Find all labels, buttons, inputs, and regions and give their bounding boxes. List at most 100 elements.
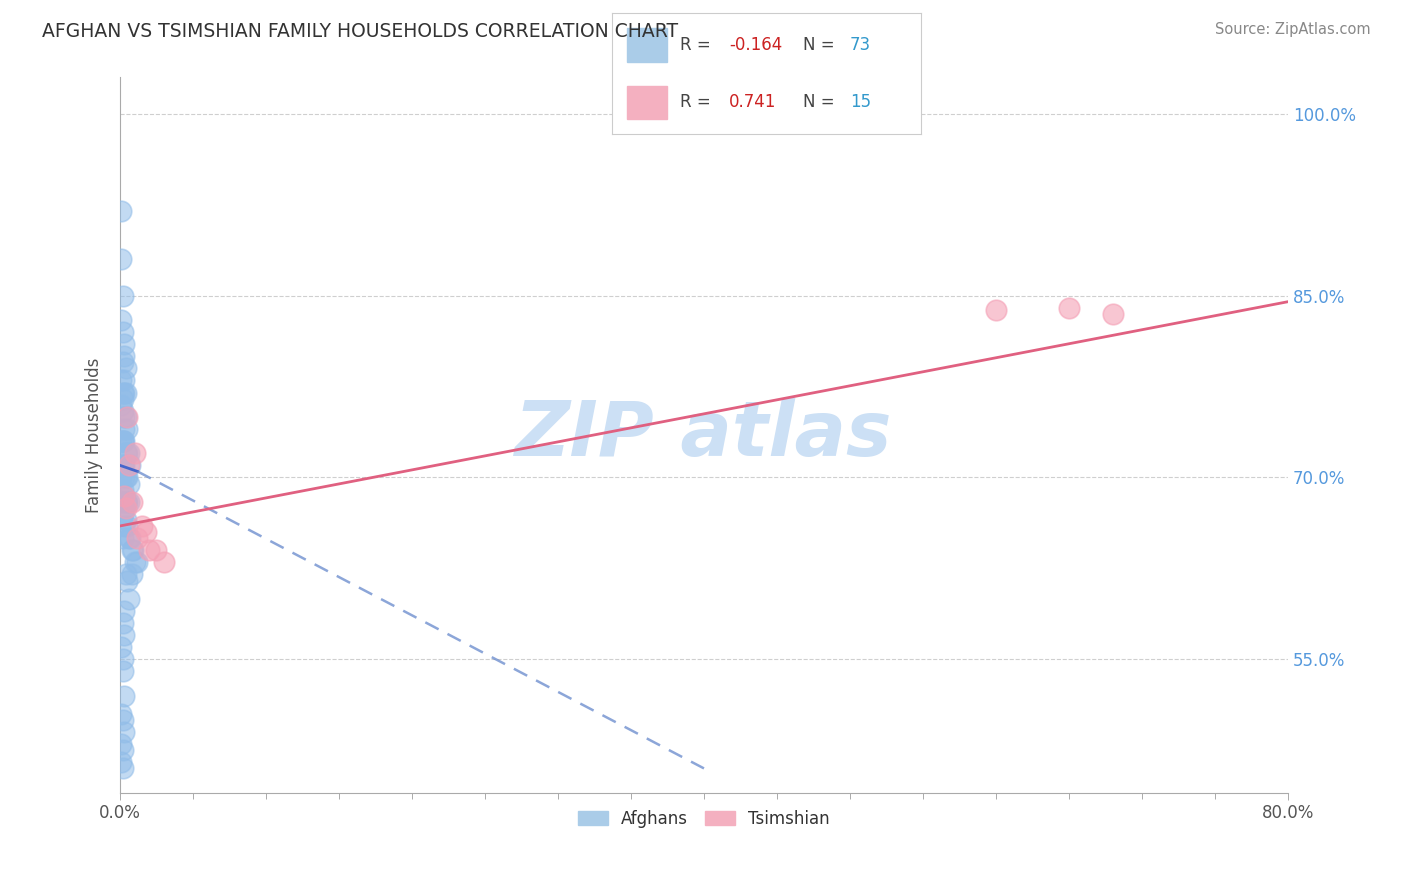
Point — [111, 615, 134, 630]
Point — [111, 355, 134, 369]
Point — [117, 574, 139, 588]
Point — [118, 446, 141, 460]
Text: N =: N = — [803, 36, 841, 54]
Point — [111, 404, 134, 418]
Point — [112, 500, 135, 515]
FancyBboxPatch shape — [627, 86, 668, 120]
Point — [152, 555, 174, 569]
Point — [110, 374, 132, 388]
Point — [110, 706, 132, 721]
Point — [112, 434, 135, 449]
Legend: Afghans, Tsimshian: Afghans, Tsimshian — [571, 803, 837, 834]
Text: Source: ZipAtlas.com: Source: ZipAtlas.com — [1215, 22, 1371, 37]
Point — [124, 446, 146, 460]
Point — [117, 409, 139, 424]
Point — [110, 313, 132, 327]
Point — [114, 513, 136, 527]
Point — [111, 665, 134, 679]
Point — [112, 519, 135, 533]
Point — [112, 385, 135, 400]
Point — [1101, 307, 1123, 321]
Point — [110, 756, 132, 770]
Point — [112, 349, 135, 363]
Point — [120, 531, 142, 545]
Text: ZIP atlas: ZIP atlas — [515, 398, 893, 472]
Point — [114, 446, 136, 460]
Point — [120, 458, 142, 473]
Point — [112, 470, 135, 484]
Point — [117, 519, 139, 533]
Point — [110, 470, 132, 484]
Text: AFGHAN VS TSIMSHIAN FAMILY HOUSEHOLDS CORRELATION CHART: AFGHAN VS TSIMSHIAN FAMILY HOUSEHOLDS CO… — [42, 22, 678, 41]
Point — [110, 640, 132, 655]
Point — [112, 604, 135, 618]
Point — [121, 494, 143, 508]
Point — [114, 409, 136, 424]
Point — [111, 713, 134, 727]
Point — [117, 470, 139, 484]
Point — [118, 458, 141, 473]
Text: -0.164: -0.164 — [730, 36, 782, 54]
Point — [112, 489, 135, 503]
Point — [110, 434, 132, 449]
Point — [121, 543, 143, 558]
Point — [1057, 301, 1080, 315]
Text: 73: 73 — [849, 36, 870, 54]
Point — [984, 303, 1007, 318]
Point — [114, 361, 136, 376]
Point — [127, 531, 149, 545]
Point — [117, 446, 139, 460]
Point — [111, 434, 134, 449]
Point — [112, 458, 135, 473]
Point — [110, 494, 132, 508]
Point — [111, 385, 134, 400]
Point — [114, 385, 136, 400]
Point — [138, 543, 160, 558]
Point — [110, 203, 132, 218]
Point — [111, 458, 134, 473]
Point — [112, 337, 135, 351]
Point — [135, 524, 157, 539]
Point — [122, 543, 145, 558]
Point — [111, 531, 134, 545]
Point — [118, 531, 141, 545]
Point — [111, 494, 134, 508]
Point — [112, 628, 135, 642]
Point — [112, 489, 135, 503]
Point — [112, 409, 135, 424]
Point — [118, 591, 141, 606]
Point — [111, 483, 134, 497]
Point — [111, 288, 134, 302]
Text: R =: R = — [679, 36, 716, 54]
Point — [111, 743, 134, 757]
Point — [112, 689, 135, 703]
Point — [117, 422, 139, 436]
Text: 0.741: 0.741 — [730, 94, 776, 112]
Text: N =: N = — [803, 94, 841, 112]
Point — [112, 725, 135, 739]
FancyBboxPatch shape — [627, 28, 668, 62]
Text: R =: R = — [679, 94, 716, 112]
Point — [114, 470, 136, 484]
Point — [110, 737, 132, 751]
Text: 15: 15 — [849, 94, 870, 112]
Point — [118, 476, 141, 491]
Point — [114, 494, 136, 508]
Point — [111, 434, 134, 449]
Point — [145, 543, 167, 558]
Point — [118, 494, 141, 508]
Point — [121, 567, 143, 582]
Point — [111, 761, 134, 775]
Point — [111, 392, 134, 406]
Point — [124, 555, 146, 569]
Y-axis label: Family Households: Family Households — [86, 358, 103, 513]
Point — [111, 507, 134, 521]
Point — [114, 500, 136, 515]
Point — [110, 252, 132, 267]
Point — [127, 555, 149, 569]
Point — [114, 567, 136, 582]
Point — [110, 398, 132, 412]
Point — [112, 422, 135, 436]
Point — [111, 652, 134, 666]
Point — [131, 519, 153, 533]
